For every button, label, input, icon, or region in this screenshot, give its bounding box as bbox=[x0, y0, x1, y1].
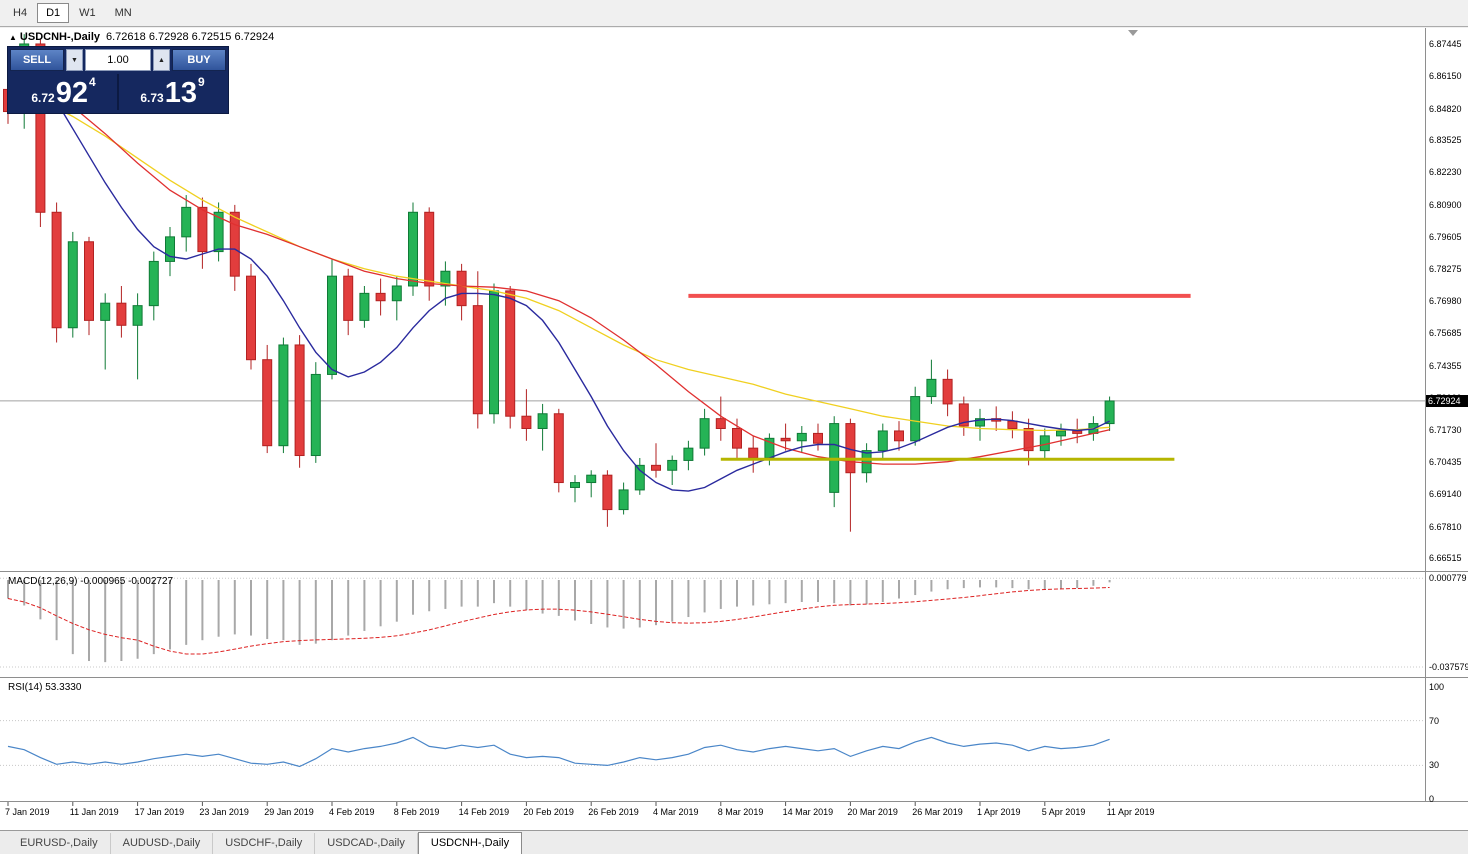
symbol-tab-usdcnh[interactable]: USDCNH-,Daily bbox=[417, 832, 523, 854]
trade-panel-prices: 6.72 92 4 6.73 13 9 bbox=[10, 74, 226, 110]
timeframe-tab-w1[interactable]: W1 bbox=[79, 7, 96, 19]
sell-price-big: 92 bbox=[55, 77, 88, 109]
chevron-down-icon: ▼ bbox=[71, 56, 78, 64]
one-click-collapse-icon[interactable]: ▲ bbox=[9, 33, 17, 42]
sell-button[interactable]: SELL bbox=[10, 49, 64, 71]
buy-price-base: 6.73 bbox=[140, 91, 164, 105]
chart-ohlc-values: 6.72618 6.72928 6.72515 6.72924 bbox=[106, 31, 275, 43]
macd-indicator-label: MACD(12,26,9) -0.000965 -0.002727 bbox=[8, 576, 174, 587]
symbol-tab-eurusd[interactable]: EURUSD-,Daily bbox=[8, 833, 111, 854]
sell-price-base: 6.72 bbox=[31, 91, 55, 105]
timeframe-tab-d1[interactable]: D1 bbox=[37, 3, 70, 23]
buy-price-display[interactable]: 6.73 13 9 bbox=[119, 74, 226, 110]
one-click-trade-panel: SELL ▼ ▲ BUY 6.72 92 4 6.73 13 9 bbox=[8, 47, 228, 113]
timeframe-tab-mn[interactable]: MN bbox=[114, 7, 132, 19]
volume-input[interactable] bbox=[85, 49, 151, 71]
sell-price-display[interactable]: 6.72 92 4 bbox=[10, 74, 117, 110]
chevron-up-icon: ▲ bbox=[158, 56, 165, 64]
volume-decrease-button[interactable]: ▼ bbox=[66, 49, 83, 71]
rsi-indicator-label: RSI(14) 53.3330 bbox=[8, 682, 82, 693]
timeframe-tab-h4[interactable]: H4 bbox=[13, 7, 28, 19]
timeframe-bar: H4 D1 W1 MN bbox=[0, 0, 1468, 27]
chart-symbol-title: USDCNH-,Daily bbox=[19, 31, 100, 43]
buy-price-sup: 9 bbox=[197, 75, 205, 89]
chart-background bbox=[0, 28, 1468, 830]
symbol-tab-audusd[interactable]: AUDUSD-,Daily bbox=[111, 833, 214, 854]
symbol-tab-usdchf[interactable]: USDCHF-,Daily bbox=[213, 833, 316, 854]
buy-price-big: 13 bbox=[164, 77, 197, 109]
volume-increase-button[interactable]: ▲ bbox=[153, 49, 170, 71]
symbol-tab-usdcad[interactable]: USDCAD-,Daily bbox=[315, 833, 418, 854]
chart-header: ▲ USDCNH-,Daily 6.72618 6.72928 6.72515 6.… bbox=[9, 31, 274, 43]
trade-panel-controls: SELL ▼ ▲ BUY bbox=[10, 49, 226, 71]
symbol-tab-bar: EURUSD-,Daily AUDUSD-,Daily USDCHF-,Daily U… bbox=[0, 830, 1468, 854]
sell-price-sup: 4 bbox=[88, 75, 96, 89]
buy-button[interactable]: BUY bbox=[172, 49, 226, 71]
